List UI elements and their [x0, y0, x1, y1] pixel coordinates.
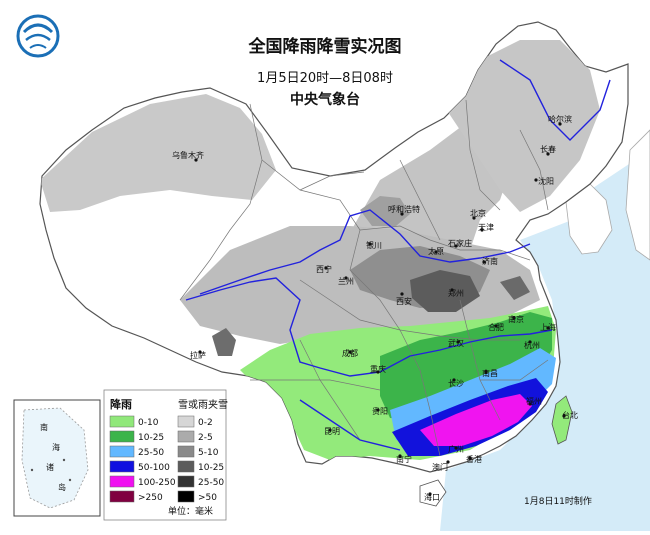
legend-rain-label-1: 10-25	[138, 433, 164, 443]
inset-char-2: 海	[52, 442, 60, 452]
snow-tibet-spot	[212, 328, 236, 356]
city-haikou: 海口	[424, 492, 440, 502]
city-tianjin: 天津	[478, 222, 494, 232]
yangtze-river	[185, 277, 553, 377]
cma-logo	[16, 14, 60, 58]
legend-snow-swatch-1	[177, 430, 195, 443]
legend-unit: 单位：毫米	[168, 505, 213, 517]
snow-10-25	[410, 270, 480, 312]
city-changchun: 长春	[540, 144, 556, 154]
legend-snow-label-4: 25-50	[198, 478, 224, 488]
city-yinchuan: 银川	[366, 240, 382, 250]
map-agency: 中央气象台	[290, 91, 360, 108]
city-taiyuan: 太原	[428, 246, 444, 256]
legend-rain-label-0: 0-10	[138, 418, 159, 428]
legend-rain-label-3: 50-100	[138, 463, 170, 473]
korea-peninsula	[565, 183, 613, 255]
city-taibei: 台北	[562, 410, 578, 420]
city-hefei: 合肥	[488, 322, 504, 332]
legend-snow-swatch-0	[177, 415, 195, 428]
city-kunming: 昆明	[324, 427, 340, 436]
inset-char-4: 岛	[58, 482, 66, 492]
map-title: 全国降雨降雪实况图	[248, 36, 402, 57]
city-shanghai: 上海	[540, 322, 556, 332]
snow-area-northeast	[440, 40, 600, 212]
legend-snow-label-3: 10-25	[198, 463, 224, 473]
rivers	[185, 59, 611, 451]
city-chongqing: 重庆	[370, 364, 386, 374]
legend-panel: 降雨 雪或雨夹雪 0-10 10-25 25-50 50-100 100-250 >250…	[103, 389, 228, 521]
city-urumqi: 乌鲁木齐	[172, 150, 204, 160]
inset-char-3: 诸	[46, 463, 54, 472]
city-aomen: 澳门	[432, 462, 448, 472]
city-lhasa: 拉萨	[190, 350, 206, 360]
legend-rain-label-4: 100-250	[138, 478, 176, 488]
city-zhengzhou: 郑州	[448, 288, 464, 298]
legend-rain-swatch-0	[109, 415, 135, 428]
city-chengdu: 成都	[342, 348, 358, 358]
city-changsha: 长沙	[448, 378, 464, 388]
city-nanjing: 南京	[508, 314, 524, 324]
legend-rain-swatch-2	[109, 445, 135, 458]
legend-rain-swatch-1	[109, 430, 135, 443]
city-hangzhou: 杭州	[524, 340, 540, 350]
legend-snow-label-5: >50	[198, 493, 217, 503]
city-nanning: 南宁	[396, 454, 412, 464]
taiwan	[551, 395, 573, 445]
legend-snow-swatch-4	[177, 475, 195, 488]
city-lanzhou: 兰州	[338, 276, 354, 286]
legend-rain-swatch-4	[109, 475, 135, 488]
map-period: 1月5日20时—8日08时	[257, 71, 393, 86]
legend-snow-items: 0-2 2-5 5-10 10-25 25-50 >50	[177, 415, 224, 503]
city-dot-urumqi	[194, 158, 198, 162]
sea	[440, 190, 650, 531]
snow-area-xinjiang	[40, 94, 276, 212]
japan	[625, 129, 650, 261]
city-wuhan: 武汉	[448, 338, 464, 348]
city-labels: 乌鲁木齐 哈尔滨 长春 沈阳 呼和浩特 北京 天津 石家庄 太原 济南 银川 西…	[172, 114, 578, 502]
legend-rain-items: 0-10 10-25 25-50 50-100 100-250 >250	[109, 415, 176, 503]
precipitation-layers	[40, 40, 600, 460]
pearl-river	[299, 399, 401, 451]
city-guangzhou: 广州	[448, 444, 464, 454]
city-nanchang: 南昌	[482, 368, 498, 378]
city-beijing: 北京	[470, 208, 486, 218]
legend-rain-swatch-3	[109, 460, 135, 473]
legend-rain-swatch-5	[109, 490, 135, 503]
heilongjiang-river	[499, 59, 611, 141]
legend-snow-title: 雪或雨夹雪	[178, 398, 228, 411]
rain-100-250	[420, 394, 532, 446]
legend-snow-swatch-3	[177, 460, 195, 473]
snow-2-5-north	[360, 196, 410, 226]
legend-snow-label-1: 2-5	[198, 433, 213, 443]
city-xining: 西宁	[316, 264, 332, 274]
city-xian: 西安	[396, 296, 412, 306]
city-fuzhou: 福州	[526, 397, 542, 406]
city-shijiazhuang: 石家庄	[448, 238, 472, 248]
made-at-note: 1月8日11时制作	[524, 495, 592, 507]
yellow-river	[199, 209, 531, 295]
rain-10-25	[380, 312, 552, 420]
hainan	[419, 479, 447, 507]
city-xianggang: 香港	[466, 454, 482, 464]
inset-char-1: 南	[40, 422, 48, 432]
city-harbin: 哈尔滨	[548, 114, 572, 124]
legend-rain-label-2: 25-50	[138, 448, 164, 458]
city-hohhot: 呼和浩特	[388, 204, 420, 214]
legend-snow-swatch-2	[177, 445, 195, 458]
city-shenyang: 沈阳	[538, 176, 554, 186]
south-china-sea-inset: 南 海 诸 岛	[13, 399, 101, 517]
legend-rain-title: 降雨	[110, 397, 132, 411]
legend-snow-label-2: 5-10	[198, 448, 219, 458]
city-guiyang: 贵阳	[372, 406, 388, 416]
legend-snow-swatch-5	[177, 490, 195, 503]
legend-snow-label-0: 0-2	[198, 418, 213, 428]
legend-rain-label-5: >250	[138, 493, 163, 503]
snow-east-spot	[500, 276, 530, 300]
city-jinan: 济南	[482, 256, 498, 266]
